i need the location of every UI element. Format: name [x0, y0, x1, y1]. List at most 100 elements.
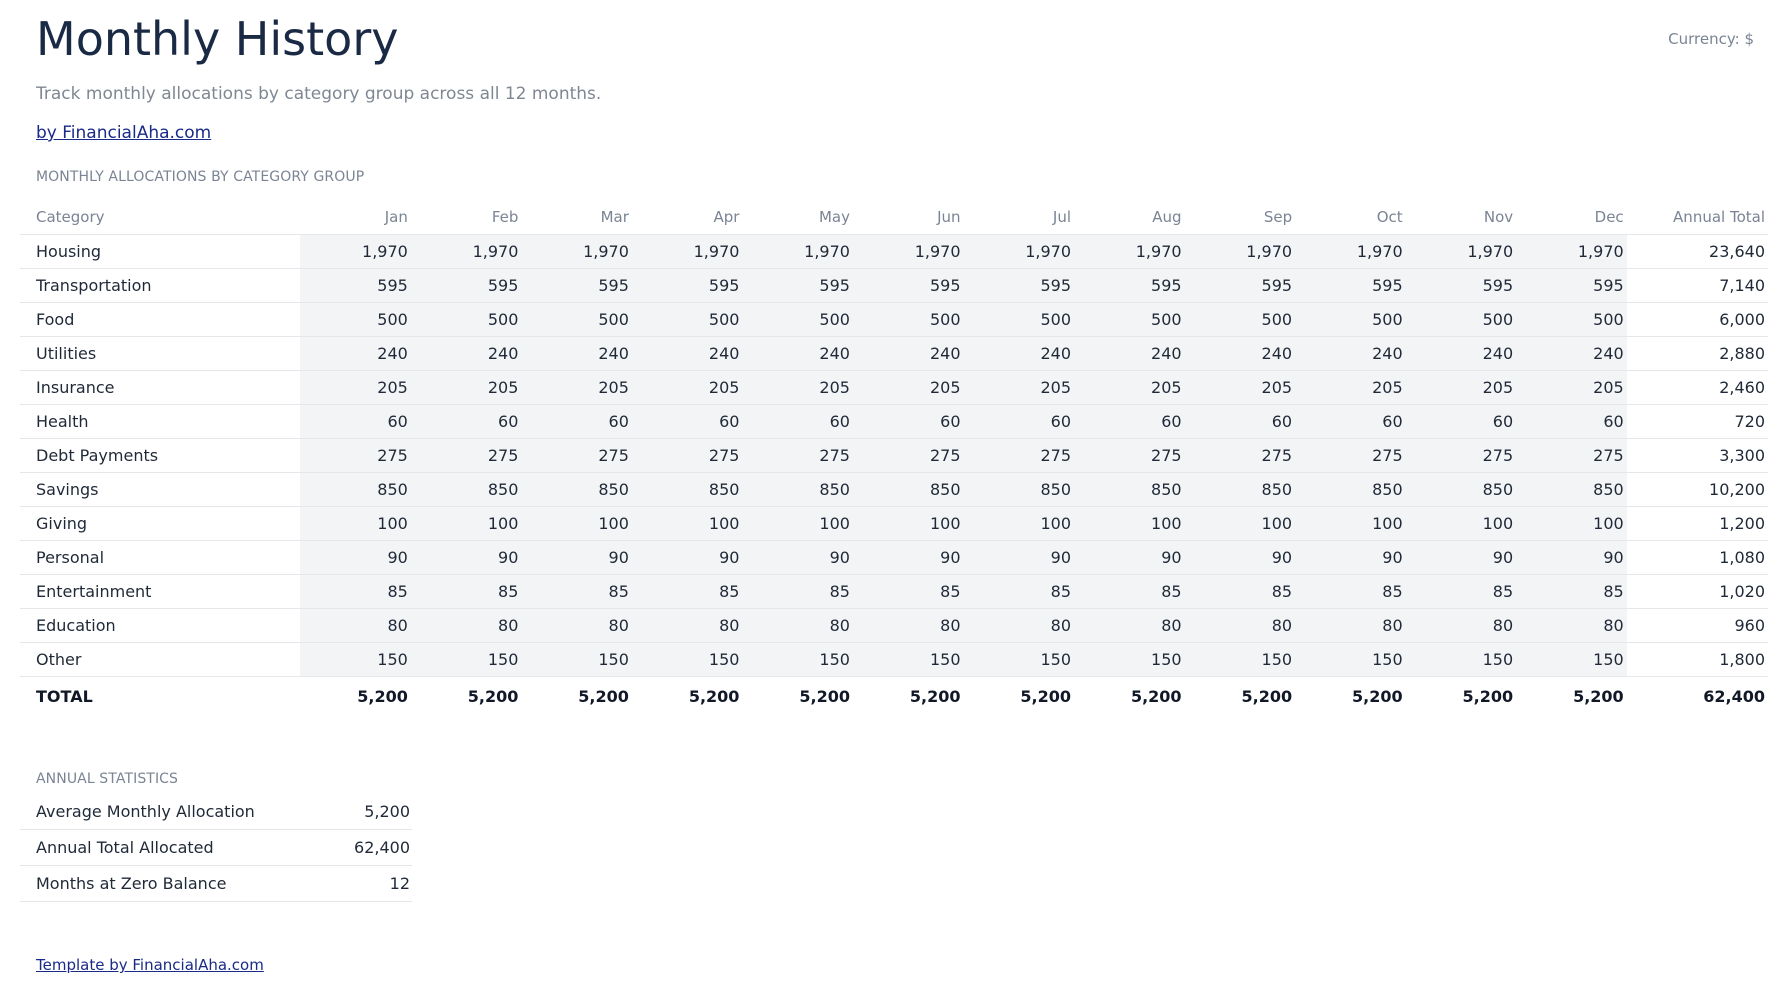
month-value-cell: 85 — [631, 574, 743, 609]
month-value-cell: 80 — [1074, 608, 1185, 643]
month-value-cell: 60 — [852, 404, 964, 439]
month-total-cell: 5,200 — [410, 676, 522, 715]
month-value-cell: 100 — [410, 506, 522, 541]
month-value-cell: 80 — [852, 608, 964, 643]
month-value-cell: 850 — [742, 472, 853, 507]
month-value-cell: 150 — [742, 642, 853, 677]
month-value-cell: 60 — [410, 404, 522, 439]
category-cell: Education — [20, 608, 301, 643]
month-value-cell: 100 — [1516, 506, 1627, 541]
month-value-cell: 850 — [410, 472, 522, 507]
annual-total-cell: 23,640 — [1626, 234, 1768, 269]
month-value-cell: 1,970 — [1295, 234, 1406, 269]
column-header: Feb — [410, 200, 522, 235]
category-cell: Other — [20, 642, 301, 677]
month-total-cell: 5,200 — [1405, 676, 1517, 715]
month-value-cell: 500 — [742, 302, 853, 337]
month-value-cell: 500 — [1184, 302, 1296, 337]
annual-total-cell: 7,140 — [1626, 268, 1768, 303]
month-value-cell: 500 — [300, 302, 411, 337]
month-value-cell: 595 — [631, 268, 743, 303]
statistic-row: Average Monthly Allocation 5,200 — [20, 794, 412, 830]
table-row: Food 500 500 500 500 500 500 500 500 500 500 500 500… — [20, 302, 1768, 337]
category-cell: Food — [20, 302, 301, 337]
month-value-cell: 150 — [963, 642, 1075, 677]
month-value-cell: 240 — [963, 336, 1075, 371]
month-value-cell: 500 — [1295, 302, 1406, 337]
month-value-cell: 85 — [1074, 574, 1185, 609]
month-value-cell: 595 — [300, 268, 411, 303]
month-total-cell: 5,200 — [521, 676, 632, 715]
month-value-cell: 240 — [852, 336, 964, 371]
template-credit-link[interactable]: Template by FinancialAha.com — [36, 956, 264, 974]
annual-total-cell: 1,020 — [1626, 574, 1768, 609]
month-value-cell: 150 — [300, 642, 411, 677]
month-value-cell: 850 — [521, 472, 632, 507]
month-value-cell: 1,970 — [631, 234, 743, 269]
month-value-cell: 1,970 — [742, 234, 853, 269]
statistic-label: Annual Total Allocated — [20, 829, 320, 866]
statistic-value: 62,400 — [320, 829, 412, 866]
month-value-cell: 850 — [1516, 472, 1627, 507]
month-value-cell: 85 — [852, 574, 964, 609]
table-row: Transportation 595 595 595 595 595 595 595 595 59… — [20, 268, 1768, 303]
month-value-cell: 100 — [1074, 506, 1185, 541]
month-value-cell: 850 — [963, 472, 1075, 507]
month-value-cell: 85 — [742, 574, 853, 609]
month-value-cell: 275 — [1295, 438, 1406, 473]
month-value-cell: 205 — [1074, 370, 1185, 405]
month-value-cell: 60 — [1295, 404, 1406, 439]
page-subtitle: Track monthly allocations by category gr… — [36, 84, 602, 104]
month-value-cell: 100 — [300, 506, 411, 541]
grand-total-cell: 62,400 — [1626, 676, 1768, 715]
month-value-cell: 150 — [1516, 642, 1627, 677]
month-value-cell: 850 — [1184, 472, 1296, 507]
total-row: TOTAL 5,200 5,200 5,200 5,200 5,200 5,200 5,200… — [20, 676, 1768, 715]
statistics-section-label: ANNUAL STATISTICS — [36, 771, 179, 787]
month-value-cell: 150 — [852, 642, 964, 677]
month-value-cell: 205 — [742, 370, 853, 405]
month-value-cell: 90 — [1405, 540, 1517, 575]
total-label-cell: TOTAL — [20, 676, 301, 715]
month-value-cell: 100 — [852, 506, 964, 541]
month-value-cell: 500 — [631, 302, 743, 337]
category-cell: Personal — [20, 540, 301, 575]
month-value-cell: 205 — [521, 370, 632, 405]
month-value-cell: 205 — [963, 370, 1075, 405]
month-value-cell: 100 — [631, 506, 743, 541]
month-value-cell: 240 — [742, 336, 853, 371]
column-header: May — [742, 200, 853, 235]
annual-total-cell: 960 — [1626, 608, 1768, 643]
annual-total-cell: 1,800 — [1626, 642, 1768, 677]
month-value-cell: 150 — [1074, 642, 1185, 677]
month-value-cell: 85 — [1295, 574, 1406, 609]
month-value-cell: 500 — [852, 302, 964, 337]
month-value-cell: 60 — [1074, 404, 1185, 439]
month-total-cell: 5,200 — [300, 676, 411, 715]
column-header: Jan — [300, 200, 411, 235]
month-value-cell: 80 — [1184, 608, 1296, 643]
month-value-cell: 595 — [410, 268, 522, 303]
month-value-cell: 240 — [1516, 336, 1627, 371]
month-value-cell: 150 — [1295, 642, 1406, 677]
column-header: Category — [20, 200, 301, 235]
allocations-section-label: MONTHLY ALLOCATIONS BY CATEGORY GROUP — [36, 169, 365, 185]
month-value-cell: 150 — [410, 642, 522, 677]
column-header: Aug — [1074, 200, 1185, 235]
statistic-label: Average Monthly Allocation — [20, 794, 320, 830]
month-value-cell: 275 — [1516, 438, 1627, 473]
month-value-cell: 850 — [300, 472, 411, 507]
month-value-cell: 850 — [1074, 472, 1185, 507]
month-value-cell: 60 — [742, 404, 853, 439]
month-value-cell: 595 — [1074, 268, 1185, 303]
table-row: Utilities 240 240 240 240 240 240 240 240 240 240 2… — [20, 336, 1768, 371]
month-value-cell: 1,970 — [1516, 234, 1627, 269]
month-value-cell: 205 — [1405, 370, 1517, 405]
month-value-cell: 500 — [963, 302, 1075, 337]
category-cell: Savings — [20, 472, 301, 507]
month-value-cell: 90 — [1295, 540, 1406, 575]
month-value-cell: 60 — [521, 404, 632, 439]
month-value-cell: 80 — [742, 608, 853, 643]
month-value-cell: 85 — [1405, 574, 1517, 609]
financialaha-link[interactable]: by FinancialAha.com — [36, 123, 212, 143]
